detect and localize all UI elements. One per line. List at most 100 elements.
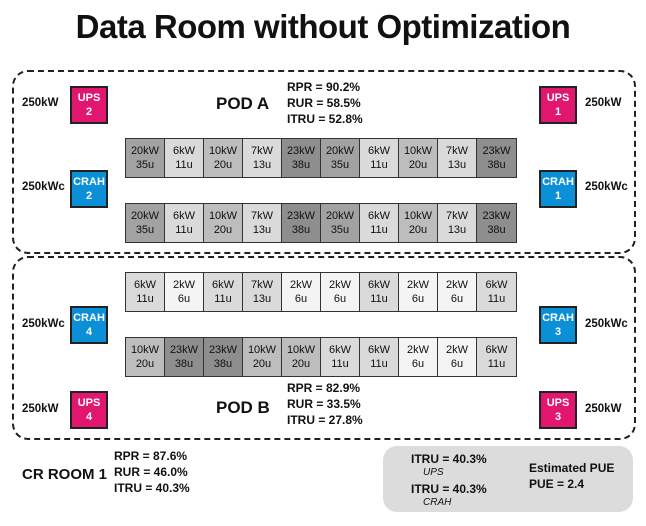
ups-4[interactable]: UPS 4 [70, 391, 108, 429]
rack[interactable]: 6kW 11u [477, 338, 516, 376]
ups-3-name: UPS [546, 397, 570, 409]
rack[interactable]: 2kW 6u [282, 273, 321, 311]
rack[interactable]: 6kW 11u [360, 273, 399, 311]
rack[interactable]: 20kW 35u [321, 139, 360, 177]
rack[interactable]: 23kW 38u [165, 338, 204, 376]
rack-power: 23kW [286, 145, 316, 157]
rack[interactable]: 6kW 11u [321, 338, 360, 376]
room-itru: ITRU = 40.3% [114, 481, 190, 495]
rack[interactable]: 7kW 13u [438, 204, 477, 242]
rack-power: 10kW [247, 344, 277, 356]
rack[interactable]: 6kW 11u [360, 338, 399, 376]
rack[interactable]: 2kW 6u [399, 338, 438, 376]
rack[interactable]: 10kW 20u [399, 204, 438, 242]
pod-b-rack-row-2: 10kW 20u 23kW 38u 23kW 38u 10kW 20u 10kW 20u 6kW 11… [125, 337, 517, 377]
rack[interactable]: 23kW 38u [477, 139, 516, 177]
rack-units: 38u [487, 224, 506, 236]
rack[interactable]: 7kW 13u [438, 139, 477, 177]
rack-units: 11u [331, 358, 349, 370]
rack-units: 35u [135, 224, 155, 236]
rack-power: 2kW [407, 344, 429, 356]
rack-power: 10kW [208, 210, 238, 222]
rack-power: 6kW [368, 210, 390, 222]
pod-b-itru: ITRU = 27.8% [287, 413, 363, 427]
rack-units: 11u [370, 358, 388, 370]
pod-b-metrics: RPR = 82.9% RUR = 33.5% ITRU = 27.8% [287, 380, 363, 428]
rack-units: 11u [370, 224, 388, 236]
ups-1-capacity: 250kW [585, 97, 622, 109]
ups-3[interactable]: UPS 3 [539, 391, 577, 429]
pod-a-itru: ITRU = 52.8% [287, 112, 363, 126]
rack[interactable]: 20kW 35u [126, 139, 165, 177]
pod-b-rpr: RPR = 82.9% [287, 381, 361, 395]
rack-units: 20u [408, 159, 428, 171]
rack[interactable]: 2kW 6u [399, 273, 438, 311]
rack-power: 23kW [482, 210, 511, 222]
rack-power: 2kW [446, 279, 468, 291]
crah-4[interactable]: CRAH 4 [70, 306, 108, 344]
rack-units: 11u [214, 293, 232, 305]
rack[interactable]: 10kW 20u [243, 338, 282, 376]
rack[interactable]: 23kW 38u [282, 204, 321, 242]
rack-power: 6kW [134, 279, 156, 291]
rack[interactable]: 6kW 11u [477, 273, 516, 311]
ups-1[interactable]: UPS 1 [539, 86, 577, 124]
rack[interactable]: 23kW 38u [477, 204, 516, 242]
crah-2-name: CRAH [73, 176, 105, 188]
rack[interactable]: 23kW 38u [204, 338, 243, 376]
rack[interactable]: 10kW 20u [126, 338, 165, 376]
rack-power: 2kW [173, 279, 195, 291]
crah-1-name: CRAH [542, 176, 574, 188]
rack[interactable]: 20kW 35u [126, 204, 165, 242]
ups-2[interactable]: UPS 2 [70, 86, 108, 124]
ups-4-capacity: 250kW [22, 403, 59, 415]
ups-4-name: UPS [77, 397, 101, 409]
rack-units: 20u [135, 358, 155, 370]
rack[interactable]: 2kW 6u [438, 273, 477, 311]
rack-power: 6kW [485, 344, 508, 356]
rack-power: 10kW [208, 145, 238, 157]
rack-units: 11u [487, 358, 506, 370]
rack[interactable]: 10kW 20u [204, 204, 243, 242]
rack[interactable]: 2kW 6u [321, 273, 360, 311]
rack[interactable]: 6kW 11u [204, 273, 243, 311]
rack[interactable]: 6kW 11u [360, 204, 399, 242]
rack-power: 10kW [403, 210, 433, 222]
rack-power: 23kW [169, 344, 199, 356]
rack[interactable]: 7kW 13u [243, 204, 282, 242]
crah-1[interactable]: CRAH 1 [539, 170, 577, 208]
rack-units: 20u [213, 159, 233, 171]
rack-units: 13u [447, 159, 467, 171]
rack-power: 6kW [485, 279, 508, 291]
rack-units: 6u [450, 293, 464, 305]
rack[interactable]: 6kW 11u [126, 273, 165, 311]
rack-units: 38u [291, 224, 311, 236]
rack[interactable]: 23kW 38u [282, 139, 321, 177]
rack[interactable]: 10kW 20u [204, 139, 243, 177]
pod-b-rack-row-1: 6kW 11u 2kW 6u 6kW 11u 7kW 13u 2kW 6u 2kW 6u 6kW 11u 2… [125, 272, 517, 312]
rack[interactable]: 7kW 13u [243, 273, 282, 311]
rack-units: 38u [174, 358, 194, 370]
rack[interactable]: 6kW 11u [165, 204, 204, 242]
rack-units: 20u [291, 358, 311, 370]
crah-4-capacity: 250kWc [22, 318, 65, 330]
rack[interactable]: 10kW 20u [399, 139, 438, 177]
rack[interactable]: 20kW 35u [321, 204, 360, 242]
rack-power: 7kW [446, 145, 468, 157]
rack-power: 6kW [212, 279, 234, 291]
pod-a-rur: RUR = 58.5% [287, 96, 361, 110]
rack[interactable]: 6kW 11u [165, 139, 204, 177]
rack[interactable]: 2kW 6u [438, 338, 477, 376]
rack-units: 11u [370, 293, 388, 305]
rack[interactable]: 7kW 13u [243, 139, 282, 177]
rack-power: 6kW [173, 145, 195, 157]
rack[interactable]: 6kW 11u [360, 139, 399, 177]
crah-2-number: 2 [85, 190, 93, 202]
rack[interactable]: 10kW 20u [282, 338, 321, 376]
crah-2[interactable]: CRAH 2 [70, 170, 108, 208]
crah-3[interactable]: CRAH 3 [539, 306, 577, 344]
rack-units: 13u [252, 159, 272, 171]
crah-1-number: 1 [554, 190, 562, 202]
rack[interactable]: 2kW 6u [165, 273, 204, 311]
itru-crah-caption: CRAH [423, 497, 452, 508]
